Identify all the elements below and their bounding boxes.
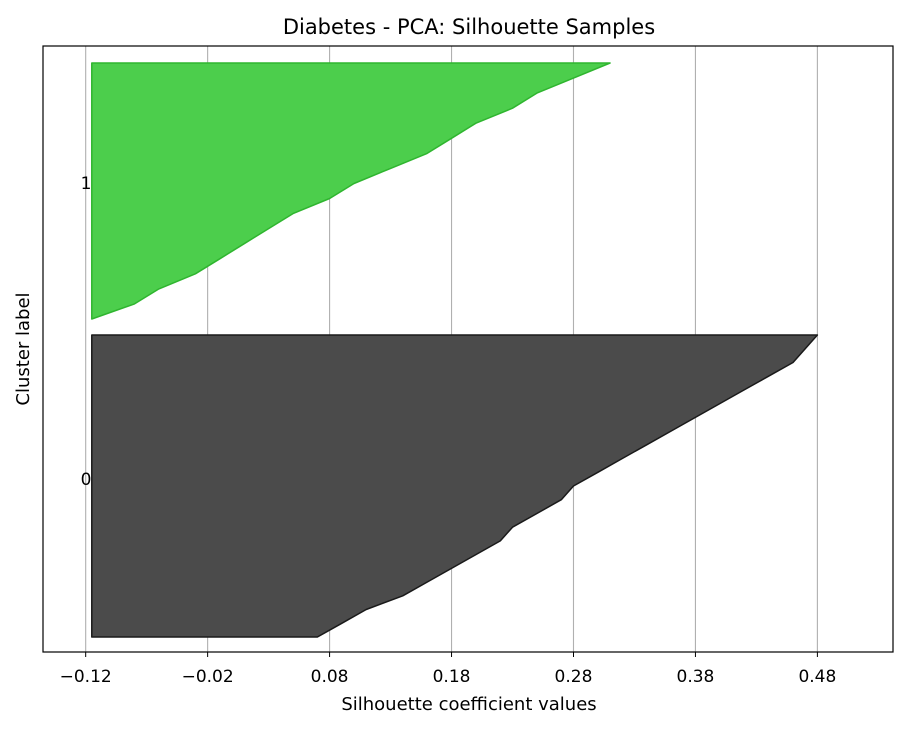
y-axis-label: Cluster label bbox=[13, 292, 34, 405]
y-ticks: 01 bbox=[81, 174, 92, 490]
cluster-label: 0 bbox=[81, 470, 92, 490]
silhouette-area-cluster-0 bbox=[91, 334, 819, 638]
x-tick-label: −0.02 bbox=[182, 667, 234, 687]
x-tick-label: 0.18 bbox=[433, 667, 471, 687]
x-tick-label: −0.12 bbox=[60, 667, 112, 687]
x-tick-label: 0.28 bbox=[555, 667, 593, 687]
x-axis-label: Silhouette coefficient values bbox=[341, 694, 596, 715]
plot-frame bbox=[42, 45, 894, 653]
x-tick-label: 0.08 bbox=[311, 667, 349, 687]
x-ticks: −0.12 −0.02 0.08 0.18 0.28 0.38 0.48 bbox=[60, 652, 836, 687]
x-tick-label: 0.48 bbox=[798, 667, 836, 687]
cluster-label: 1 bbox=[81, 174, 92, 194]
x-tick-label: 0.38 bbox=[677, 667, 715, 687]
chart-title: Diabetes - PCA: Silhouette Samples bbox=[283, 15, 655, 39]
silhouette-area-cluster-1 bbox=[91, 62, 611, 320]
silhouette-areas bbox=[91, 62, 819, 638]
